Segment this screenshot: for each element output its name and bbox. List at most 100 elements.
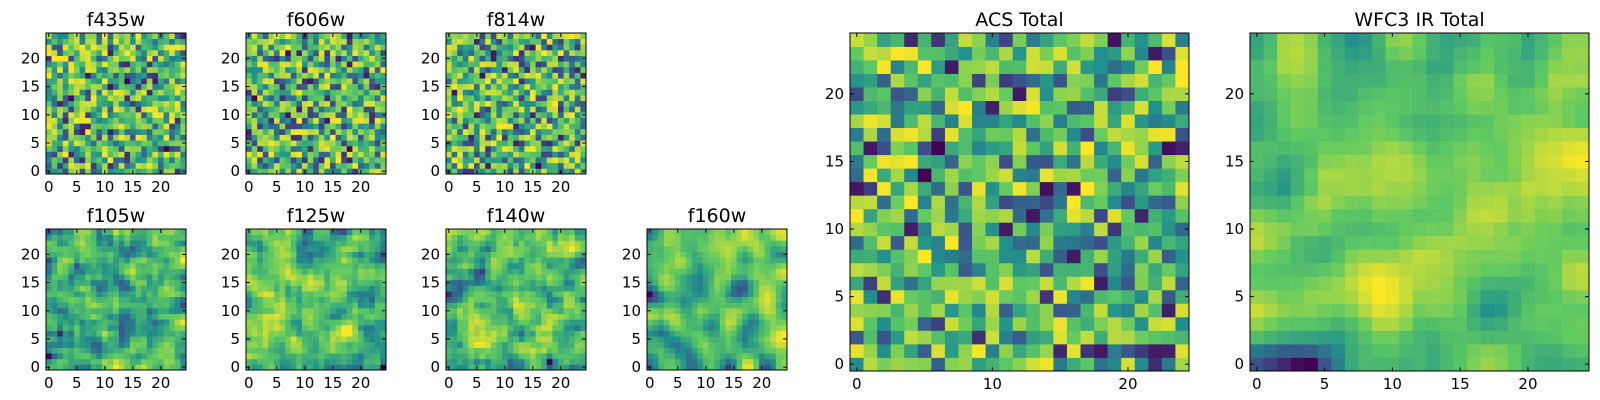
heatmap-cell bbox=[335, 100, 342, 107]
heatmap-cell bbox=[57, 251, 64, 258]
heatmap-cell bbox=[647, 347, 653, 354]
heatmap-cell bbox=[652, 240, 659, 247]
heatmap-cell bbox=[1012, 208, 1027, 223]
heatmap-cell bbox=[174, 33, 181, 40]
heatmap-cell bbox=[262, 245, 269, 252]
heatmap-cell bbox=[285, 106, 292, 113]
heatmap-cell bbox=[90, 145, 97, 152]
heatmap-cell bbox=[96, 245, 103, 252]
heatmap-cell bbox=[658, 262, 665, 269]
heatmap-cell bbox=[74, 240, 80, 247]
heatmap-cell bbox=[524, 157, 531, 164]
heatmap-cell bbox=[135, 341, 142, 348]
heatmap-cell bbox=[268, 291, 275, 298]
axes-frame bbox=[245, 228, 387, 371]
heatmap-cell bbox=[1175, 357, 1190, 372]
heatmap-cell bbox=[485, 341, 492, 348]
heatmap-cell bbox=[502, 111, 508, 118]
heatmap-cell bbox=[113, 134, 120, 141]
heatmap-cell bbox=[135, 151, 142, 158]
heatmap-cell bbox=[736, 336, 743, 343]
axes-frame bbox=[445, 228, 587, 371]
heatmap-cell bbox=[374, 296, 381, 303]
heatmap-cell bbox=[152, 78, 159, 85]
heatmap-cell bbox=[552, 151, 559, 158]
heatmap-cell bbox=[652, 302, 659, 309]
heatmap-cell bbox=[485, 330, 492, 337]
heatmap-cell bbox=[285, 347, 292, 354]
heatmap-cell bbox=[468, 257, 475, 264]
heatmap-cell bbox=[46, 72, 52, 79]
heatmap-cell bbox=[658, 319, 665, 326]
heatmap-cell bbox=[346, 291, 353, 298]
heatmap-cell bbox=[141, 100, 148, 107]
heatmap-cell bbox=[346, 66, 353, 73]
heatmap-cell bbox=[574, 61, 581, 68]
y-tick-label: 20 bbox=[21, 245, 40, 263]
heatmap-cell bbox=[552, 285, 559, 292]
heatmap-cell bbox=[279, 245, 286, 252]
heatmap-cell bbox=[302, 157, 308, 164]
heatmap-cell bbox=[457, 44, 464, 51]
heatmap-cell bbox=[107, 347, 114, 354]
heatmap-cell bbox=[972, 195, 986, 210]
heatmap-cell bbox=[468, 157, 475, 164]
heatmap-cell bbox=[369, 268, 376, 275]
heatmap-cell bbox=[79, 128, 86, 135]
heatmap-cell bbox=[985, 316, 1000, 331]
heatmap-cell bbox=[296, 285, 303, 292]
heatmap-cell bbox=[369, 251, 376, 258]
heatmap-cell bbox=[341, 134, 348, 141]
heatmap-cell bbox=[541, 49, 548, 56]
heatmap-cell bbox=[502, 302, 508, 309]
heatmap-cell bbox=[324, 123, 331, 130]
heatmap-cell bbox=[742, 358, 749, 365]
heatmap-cell bbox=[246, 262, 252, 269]
heatmap-cell bbox=[1161, 343, 1176, 358]
heatmap-cell bbox=[268, 128, 275, 135]
heatmap-cell bbox=[257, 89, 264, 96]
heatmap-cell bbox=[863, 208, 878, 223]
heatmap-cell bbox=[302, 49, 308, 56]
heatmap-cell bbox=[1148, 276, 1163, 291]
heatmap-cell bbox=[46, 240, 52, 247]
heatmap-cell bbox=[251, 347, 258, 354]
heatmap-cell bbox=[51, 168, 58, 175]
heatmap-cell bbox=[130, 313, 136, 320]
heatmap-cell bbox=[703, 262, 709, 269]
heatmap-cell bbox=[158, 279, 164, 286]
heatmap-cell bbox=[90, 128, 97, 135]
heatmap-cell bbox=[85, 268, 92, 275]
heatmap-cell bbox=[719, 324, 726, 331]
heatmap-cell bbox=[697, 229, 704, 236]
heatmap-cell bbox=[457, 285, 464, 292]
heatmap-cell bbox=[474, 240, 480, 247]
heatmap-cell bbox=[358, 279, 364, 286]
heatmap-cell bbox=[246, 245, 252, 252]
heatmap-cell bbox=[775, 353, 782, 360]
heatmap-cell bbox=[944, 262, 959, 277]
heatmap-cell bbox=[1175, 222, 1190, 237]
heatmap-cell bbox=[163, 307, 170, 314]
heatmap-cell bbox=[530, 257, 536, 264]
heatmap-cell bbox=[502, 55, 508, 62]
heatmap-cell bbox=[535, 364, 542, 371]
heatmap-cell bbox=[57, 268, 64, 275]
heatmap-cell bbox=[462, 117, 469, 124]
heatmap-cell bbox=[513, 302, 520, 309]
heatmap-cell bbox=[552, 364, 559, 371]
heatmap-cell bbox=[574, 111, 581, 118]
heatmap-cell bbox=[451, 285, 458, 292]
heatmap-cell bbox=[324, 151, 331, 158]
heatmap-cell bbox=[274, 72, 280, 79]
heatmap-cell bbox=[274, 140, 280, 147]
heatmap-cell bbox=[141, 44, 148, 51]
heatmap-cell bbox=[285, 313, 292, 320]
heatmap-cell bbox=[152, 262, 159, 269]
heatmap-cell bbox=[313, 134, 320, 141]
heatmap-cell bbox=[180, 257, 187, 264]
heatmap-cell bbox=[352, 364, 359, 371]
heatmap-cell bbox=[380, 302, 387, 309]
heatmap-cell bbox=[490, 358, 497, 365]
heatmap-cell bbox=[141, 106, 148, 113]
